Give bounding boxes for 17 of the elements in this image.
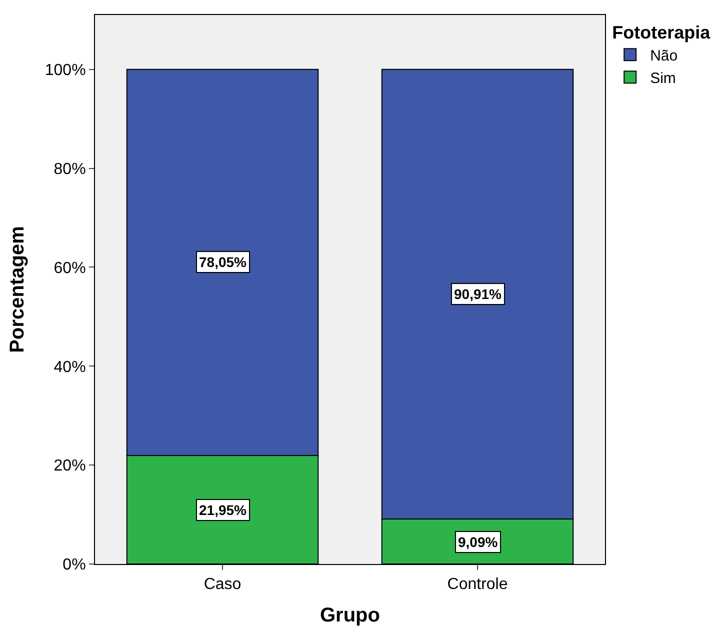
y-tick-label: 0% bbox=[62, 556, 86, 574]
x-tick-label: Controle bbox=[447, 576, 508, 594]
data-label: 9,09% bbox=[458, 534, 498, 550]
y-tick-label: 20% bbox=[54, 458, 86, 475]
y-tick-label: 40% bbox=[54, 358, 86, 376]
y-tick-label: 60% bbox=[54, 260, 86, 277]
data-label: 90,91% bbox=[454, 286, 502, 302]
y-tick-label: 80% bbox=[54, 160, 86, 178]
legend-title: Fototerapia bbox=[612, 22, 712, 42]
x-axis-title: Grupo bbox=[320, 604, 380, 627]
data-label: 78,05% bbox=[199, 254, 248, 270]
y-tick-label: 100% bbox=[44, 62, 86, 80]
x-tick-label: Caso bbox=[204, 576, 242, 594]
legend-label: Sim bbox=[650, 70, 676, 87]
data-label: 21,95% bbox=[199, 502, 248, 518]
y-axis-title: Porcentagem bbox=[6, 226, 28, 353]
legend-label: Não bbox=[650, 48, 678, 64]
